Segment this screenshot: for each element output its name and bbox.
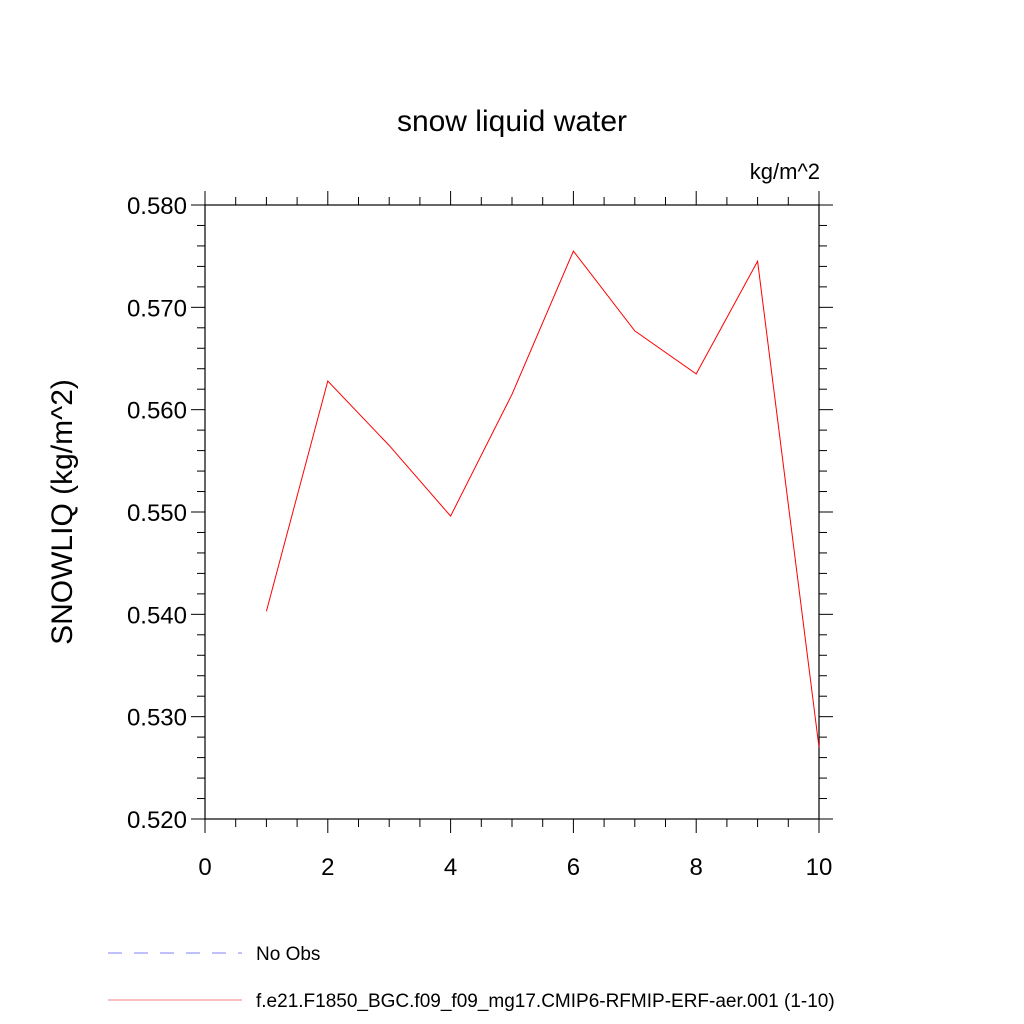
x-tick-label: 4 bbox=[444, 854, 457, 881]
legend-label: f.e21.F1850_BGC.f09_f09_mg17.CMIP6-RFMIP… bbox=[256, 991, 835, 1012]
y-tick-label: 0.530 bbox=[127, 705, 187, 732]
legend-label: No Obs bbox=[256, 944, 320, 965]
x-tick-label: 6 bbox=[567, 854, 580, 881]
series-line bbox=[265, 250, 820, 748]
units-label: kg/m^2 bbox=[750, 159, 820, 184]
y-tick-label: 0.570 bbox=[127, 295, 187, 322]
x-tick-label: 10 bbox=[806, 854, 833, 881]
x-tick-label: 2 bbox=[321, 854, 334, 881]
y-tick-label: 0.580 bbox=[127, 193, 187, 220]
y-axis-label: SNOWLIQ (kg/m^2) bbox=[46, 379, 79, 645]
plot-frame bbox=[204, 204, 820, 820]
x-tick-label: 8 bbox=[690, 854, 703, 881]
chart-title: snow liquid water bbox=[397, 105, 627, 138]
y-tick-label: 0.550 bbox=[127, 500, 187, 527]
y-tick-label: 0.520 bbox=[127, 807, 187, 834]
x-tick-label: 0 bbox=[198, 854, 211, 881]
y-tick-label: 0.560 bbox=[127, 398, 187, 425]
y-tick-label: 0.540 bbox=[127, 602, 187, 629]
